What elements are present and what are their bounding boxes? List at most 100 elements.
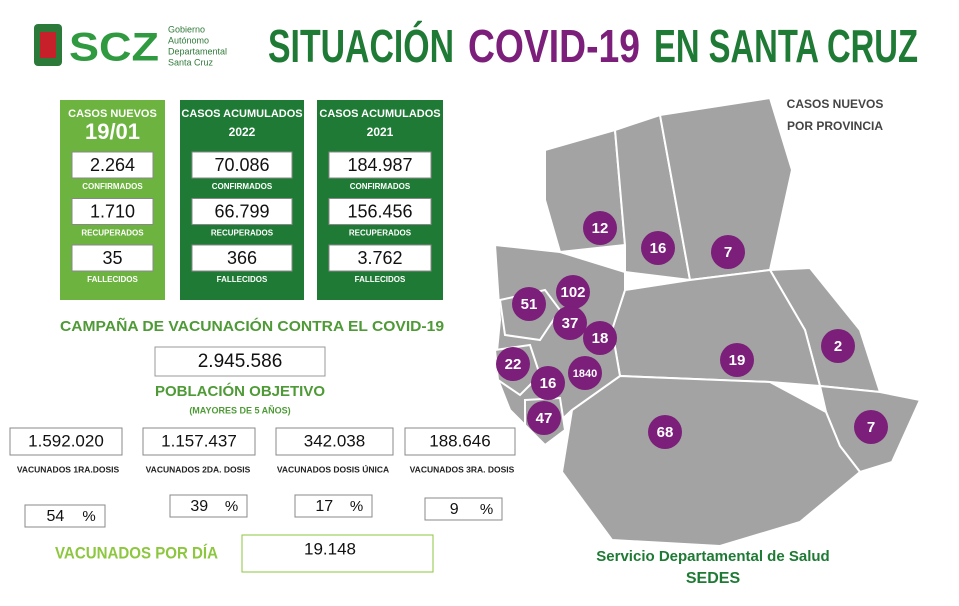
dose-percent: 54 xyxy=(47,508,65,525)
daily-value: 19.148 xyxy=(304,539,356,558)
province-marker xyxy=(527,401,561,435)
province-cases: 7 xyxy=(867,419,875,436)
map-title: CASOS NUEVOS xyxy=(787,97,884,111)
province-cases: 2 xyxy=(834,338,842,355)
province-cases: 51 xyxy=(521,296,538,313)
dose-value: 342.038 xyxy=(304,431,365,450)
stat-label: CONFIRMADOS xyxy=(350,182,411,191)
percent-sign: % xyxy=(480,501,493,518)
stat-label: FALLECIDOS xyxy=(87,275,138,284)
value-box xyxy=(9,427,123,456)
province-marker xyxy=(720,343,754,377)
stat-value: 184.987 xyxy=(347,155,412,175)
province-cases: 68 xyxy=(657,424,674,441)
logo-line: Departamental xyxy=(168,46,227,56)
target-note: (MAYORES DE 5 AÑOS) xyxy=(189,405,290,415)
logo: SCZ Gobierno Autónomo Departamental Sant… xyxy=(34,24,227,70)
province-cases: 47 xyxy=(536,410,553,427)
value-box xyxy=(154,346,326,377)
dose-label: VACUNADOS 1RA.DOSIS xyxy=(17,464,120,474)
province-cases: 16 xyxy=(650,240,667,257)
province-marker xyxy=(553,306,587,340)
value-box xyxy=(404,427,516,456)
province-cases: 18 xyxy=(592,330,609,347)
dose-value: 1.157.437 xyxy=(161,431,237,450)
stat-label: FALLECIDOS xyxy=(217,275,268,284)
logo-abbr: SCZ xyxy=(69,26,159,70)
stat-label: CONFIRMADOS xyxy=(82,182,143,191)
dose-percent: 39 xyxy=(190,498,208,515)
title: EN SANTA CRUZ xyxy=(654,20,918,72)
daily-label: VACUNADOS POR DÍA xyxy=(55,543,218,562)
dose-value: 1.592.020 xyxy=(28,431,104,450)
province-cases: 16 xyxy=(540,375,557,392)
percent-box xyxy=(294,494,373,518)
value-box xyxy=(328,151,432,179)
percent-sign: % xyxy=(225,498,238,515)
percent-sign: % xyxy=(82,508,95,525)
stat-value: 1.710 xyxy=(90,201,135,221)
province-marker xyxy=(711,235,745,269)
percent-sign: % xyxy=(350,498,363,515)
stat-label: RECUPERADOS xyxy=(211,229,274,238)
value-box xyxy=(191,151,293,179)
value-box xyxy=(142,427,256,456)
stat-value: 66.799 xyxy=(214,201,269,221)
value-box xyxy=(191,244,293,272)
stat-value: 156.456 xyxy=(347,201,412,221)
stat-value: 70.086 xyxy=(214,155,269,175)
province-cases: 19 xyxy=(729,352,746,369)
province-cases: 7 xyxy=(724,244,732,261)
province-marker xyxy=(821,329,855,363)
value-box xyxy=(71,151,154,179)
title: SITUACIÓN xyxy=(268,20,454,72)
value-box xyxy=(71,244,154,272)
target-value: 2.945.586 xyxy=(198,351,283,372)
value-box xyxy=(191,198,293,225)
province-marker xyxy=(512,287,546,321)
province-marker xyxy=(854,410,888,444)
province-marker xyxy=(648,415,682,449)
stat-label: CONFIRMADOS xyxy=(212,182,273,191)
card-subtitle: 2021 xyxy=(367,125,394,139)
map-title: POR PROVINCIA xyxy=(787,119,883,133)
stat-value: 35 xyxy=(102,248,122,268)
province-shape xyxy=(560,374,862,548)
dose-percent: 9 xyxy=(450,501,459,518)
section-title: CAMPAÑA DE VACUNACIÓN CONTRA EL COVID-19 xyxy=(60,317,444,335)
title-highlight: COVID-19 xyxy=(468,20,640,72)
province-marker xyxy=(641,231,675,265)
card-title: CASOS ACUMULADOS xyxy=(181,108,302,120)
card-subtitle: 2022 xyxy=(229,125,256,139)
logo-line: Santa Cruz xyxy=(168,57,214,67)
province-cases: 1840 xyxy=(573,368,597,380)
province-marker xyxy=(496,347,530,381)
card-title: CASOS ACUMULADOS xyxy=(319,108,440,120)
province-cases: 22 xyxy=(505,356,522,373)
province-cases: 12 xyxy=(592,220,609,237)
dose-value: 188.646 xyxy=(429,431,490,450)
value-box xyxy=(328,198,432,225)
logo-shield-inner xyxy=(40,32,56,58)
percent-box xyxy=(169,494,248,518)
province-marker xyxy=(583,321,617,355)
province-cases: 102 xyxy=(560,284,585,301)
card-subtitle: 19/01 xyxy=(85,119,140,144)
province-cases: 37 xyxy=(562,315,579,332)
province-marker xyxy=(531,366,565,400)
logo-line: Autónomo xyxy=(168,35,209,45)
footer-line: SEDES xyxy=(686,570,741,587)
stat-label: RECUPERADOS xyxy=(349,229,412,238)
logo-line: Gobierno xyxy=(168,24,205,34)
province-marker xyxy=(568,356,602,390)
dose-label: VACUNADOS 3RA. DOSIS xyxy=(410,464,515,474)
value-box xyxy=(275,427,394,456)
value-box xyxy=(71,198,154,225)
value-box xyxy=(328,244,432,272)
stat-value: 366 xyxy=(227,248,257,268)
stat-label: RECUPERADOS xyxy=(81,229,144,238)
percent-box xyxy=(24,504,106,528)
card-title: CASOS NUEVOS xyxy=(68,108,157,120)
